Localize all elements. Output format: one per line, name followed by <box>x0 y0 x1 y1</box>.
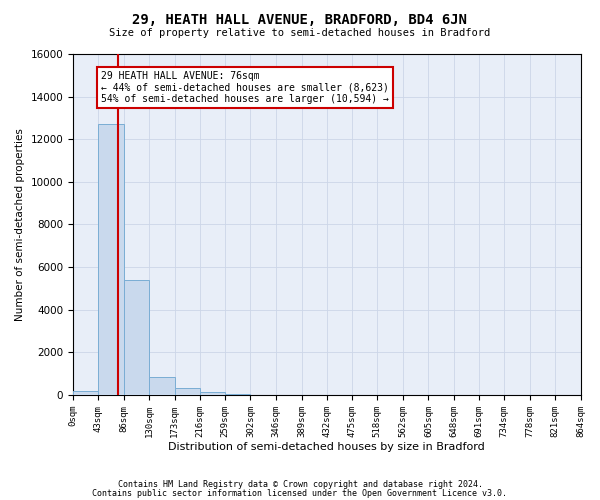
Text: Contains HM Land Registry data © Crown copyright and database right 2024.: Contains HM Land Registry data © Crown c… <box>118 480 482 489</box>
Bar <box>225 394 250 395</box>
Bar <box>149 377 175 395</box>
Text: 29 HEATH HALL AVENUE: 76sqm
← 44% of semi-detached houses are smaller (8,623)
54: 29 HEATH HALL AVENUE: 76sqm ← 44% of sem… <box>101 71 389 104</box>
X-axis label: Distribution of semi-detached houses by size in Bradford: Distribution of semi-detached houses by … <box>169 442 485 452</box>
Text: 29, HEATH HALL AVENUE, BRADFORD, BD4 6JN: 29, HEATH HALL AVENUE, BRADFORD, BD4 6JN <box>133 12 467 26</box>
Bar <box>98 124 124 395</box>
Bar <box>124 280 149 395</box>
Y-axis label: Number of semi-detached properties: Number of semi-detached properties <box>15 128 25 321</box>
Bar <box>73 390 98 395</box>
Bar <box>200 392 225 395</box>
Text: Size of property relative to semi-detached houses in Bradford: Size of property relative to semi-detach… <box>109 28 491 38</box>
Bar <box>175 388 200 395</box>
Text: Contains public sector information licensed under the Open Government Licence v3: Contains public sector information licen… <box>92 488 508 498</box>
